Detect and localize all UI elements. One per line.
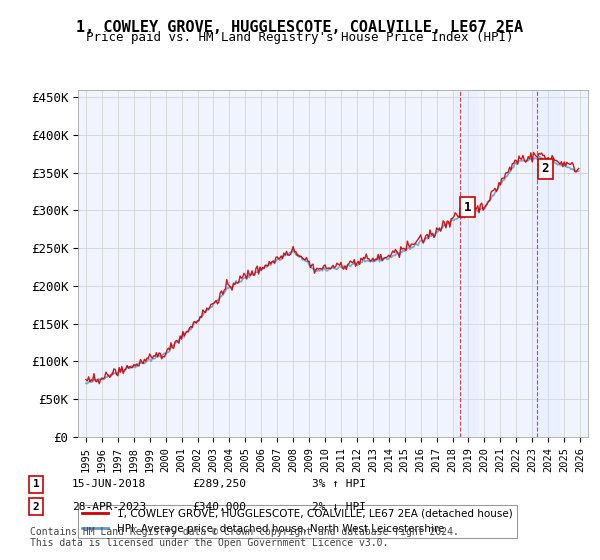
Bar xyxy=(533,90,561,437)
Bar xyxy=(455,90,479,437)
Text: 2: 2 xyxy=(542,162,549,175)
Text: £289,250: £289,250 xyxy=(192,479,246,489)
Text: £340,000: £340,000 xyxy=(192,502,246,512)
Text: 28-APR-2023: 28-APR-2023 xyxy=(72,502,146,512)
Text: Price paid vs. HM Land Registry's House Price Index (HPI): Price paid vs. HM Land Registry's House … xyxy=(86,31,514,44)
Text: This data is licensed under the Open Government Licence v3.0.: This data is licensed under the Open Gov… xyxy=(30,538,388,548)
Text: Contains HM Land Registry data © Crown copyright and database right 2024.: Contains HM Land Registry data © Crown c… xyxy=(30,527,459,537)
Text: 2: 2 xyxy=(32,502,40,512)
Text: 1: 1 xyxy=(32,479,40,489)
Text: 2% ↓ HPI: 2% ↓ HPI xyxy=(312,502,366,512)
Text: 1: 1 xyxy=(464,200,472,214)
Text: 15-JUN-2018: 15-JUN-2018 xyxy=(72,479,146,489)
Text: 1, COWLEY GROVE, HUGGLESCOTE, COALVILLE, LE67 2EA: 1, COWLEY GROVE, HUGGLESCOTE, COALVILLE,… xyxy=(76,20,524,35)
Text: 3% ↑ HPI: 3% ↑ HPI xyxy=(312,479,366,489)
Legend: 1, COWLEY GROVE, HUGGLESCOTE, COALVILLE, LE67 2EA (detached house), HPI: Average: 1, COWLEY GROVE, HUGGLESCOTE, COALVILLE,… xyxy=(78,505,517,538)
